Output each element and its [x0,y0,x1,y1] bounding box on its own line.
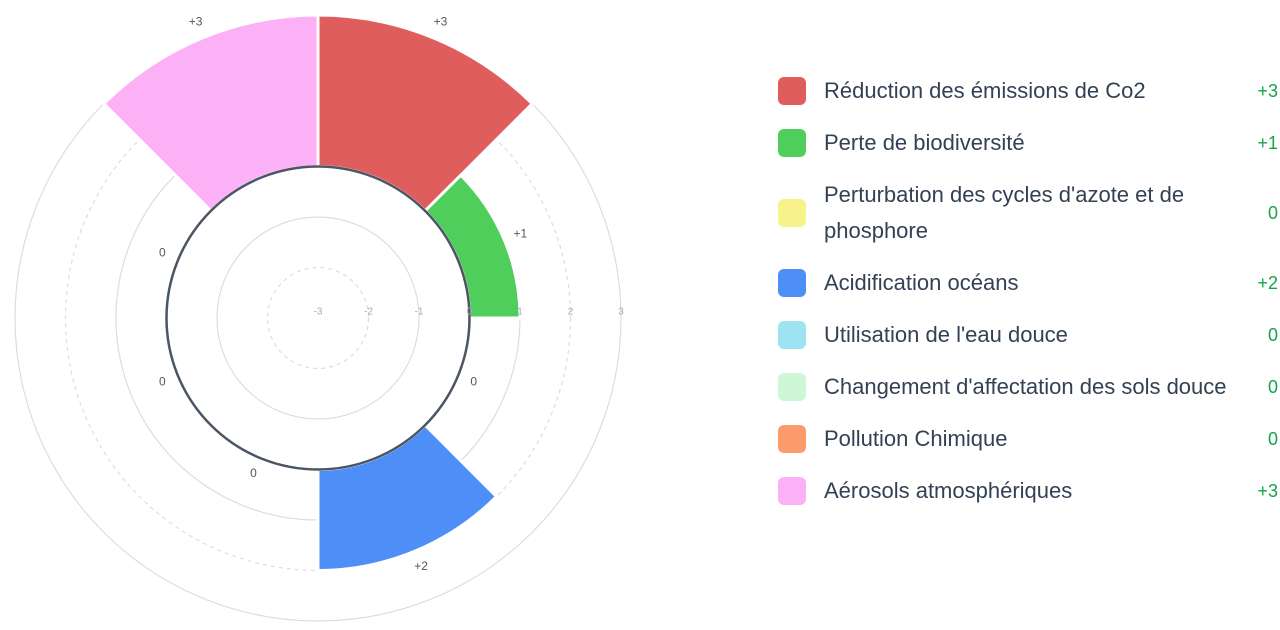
legend-item: Pollution Chimique 0 [778,413,1278,465]
legend-value: 0 [1267,376,1278,397]
value-label: 0 [159,375,166,389]
r-tick-label: 1 [517,307,523,318]
legend-value: +1 [1257,132,1278,153]
r-tick-label: -1 [415,307,424,318]
polar-chart: +3 +1 0 +2 0 0 0 +3 -3 -2 -1 0 1 2 3 [14,13,624,622]
legend-swatch [778,77,806,105]
legend-value: +3 [1257,480,1278,501]
legend-label: Perte de biodiversité [824,130,1025,155]
legend-swatch [778,129,806,157]
sector [316,423,499,573]
value-label: +3 [189,15,203,29]
legend-item: Perturbation des cycles d'azote et de ph… [778,169,1278,257]
legend-swatch [778,477,806,505]
zero-circle [165,165,471,471]
legend-value: +2 [1257,272,1278,293]
legend-item: Changement d'affectation des sols douce 0 [778,361,1278,413]
legend: Réduction des émissions de Co2 +3 Perte de… [778,65,1278,517]
r-tick-label: 0 [467,307,473,318]
r-tick-label: -2 [364,307,373,318]
legend-label: Aérosols atmosphériques [824,478,1073,503]
legend-value: 0 [1267,428,1278,449]
legend-label: Pollution Chimique [824,426,1008,451]
r-tick-label: 2 [568,307,574,318]
legend-value: 0 [1267,202,1278,223]
value-label: +2 [414,559,428,573]
value-label: 0 [470,375,477,389]
r-tick-label: -3 [314,307,323,318]
legend-label: Réduction des émissions de Co2 [824,78,1146,103]
legend-swatch [778,321,806,349]
sector [423,173,522,320]
value-label: +3 [434,15,448,29]
grid-circle [216,216,420,420]
value-label: 0 [159,246,166,260]
value-label: +1 [513,226,527,240]
sector [101,13,320,213]
legend-item: Perte de biodiversité +1 [778,117,1278,169]
legend-swatch [778,269,806,297]
legend-swatch [778,425,806,453]
grid-circle [64,64,572,572]
legend-value: +3 [1257,80,1278,101]
legend-value: 0 [1267,324,1278,345]
legend-item: Utilisation de l'eau douce 0 [778,309,1278,361]
r-tick-label: 3 [618,307,624,318]
legend-label: Changement d'affectation des sols douce [824,374,1227,399]
sector [316,13,535,213]
legend-label: Utilisation de l'eau douce [824,322,1068,347]
legend-item: Acidification océans +2 [778,257,1278,309]
legend-label: Acidification océans [824,270,1019,295]
legend-item: Aérosols atmosphériques +3 [778,465,1278,517]
grid-circle [266,266,370,370]
legend-swatch [778,199,806,227]
value-label: 0 [250,466,257,480]
legend-item: Réduction des émissions de Co2 +3 [778,65,1278,117]
grid-circle [165,165,471,471]
legend-swatch [778,373,806,401]
legend-label: Perturbation des cycles d'azote et de ph… [824,182,1185,243]
